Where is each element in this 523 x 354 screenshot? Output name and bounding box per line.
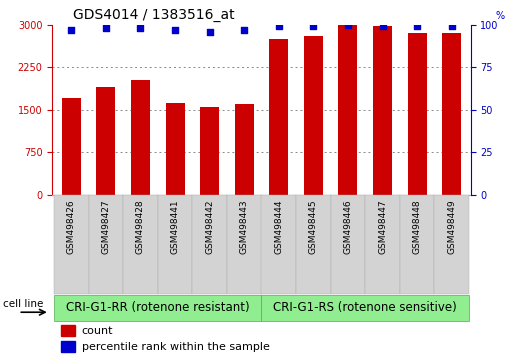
Bar — [407, 33, 427, 195]
Text: percentile rank within the sample: percentile rank within the sample — [82, 342, 269, 352]
Point — [275, 24, 283, 29]
Text: GDS4014 / 1383516_at: GDS4014 / 1383516_at — [73, 8, 235, 22]
Bar — [61, 341, 75, 353]
Bar — [400, 195, 435, 294]
Bar — [296, 195, 331, 294]
Bar — [435, 195, 469, 294]
Point — [101, 25, 110, 31]
Text: GSM498426: GSM498426 — [67, 200, 76, 254]
Text: GSM498427: GSM498427 — [101, 200, 110, 254]
Bar — [88, 195, 123, 294]
Text: CRI-G1-RR (rotenone resistant): CRI-G1-RR (rotenone resistant) — [66, 302, 249, 314]
Point — [344, 22, 352, 28]
Bar — [192, 195, 227, 294]
Bar — [123, 195, 158, 294]
Bar — [331, 195, 365, 294]
Text: GSM498445: GSM498445 — [309, 200, 318, 254]
Point — [206, 29, 214, 34]
Text: GSM498443: GSM498443 — [240, 200, 249, 254]
Bar — [269, 39, 288, 195]
Text: GSM498428: GSM498428 — [136, 200, 145, 254]
Point — [171, 27, 179, 33]
Bar — [235, 104, 254, 195]
Bar — [54, 195, 88, 294]
Text: CRI-G1-RS (rotenone sensitive): CRI-G1-RS (rotenone sensitive) — [274, 302, 457, 314]
Bar — [373, 26, 392, 195]
Bar — [96, 87, 116, 195]
Text: count: count — [82, 326, 113, 336]
Bar — [262, 195, 296, 294]
Bar — [227, 195, 262, 294]
Bar — [131, 80, 150, 195]
Point — [413, 24, 422, 29]
Point — [240, 27, 248, 33]
Text: GSM498442: GSM498442 — [205, 200, 214, 254]
Text: cell line: cell line — [3, 299, 43, 309]
Text: GSM498446: GSM498446 — [344, 200, 353, 254]
Point — [309, 24, 317, 29]
Bar — [158, 195, 192, 294]
Text: GSM498448: GSM498448 — [413, 200, 422, 254]
Text: GSM498441: GSM498441 — [170, 200, 179, 254]
Text: GSM498449: GSM498449 — [447, 200, 456, 254]
Bar — [54, 295, 262, 321]
Point — [378, 24, 386, 29]
Text: %: % — [495, 11, 505, 21]
Bar — [62, 98, 81, 195]
Text: GSM498447: GSM498447 — [378, 200, 387, 254]
Bar — [262, 295, 469, 321]
Bar — [365, 195, 400, 294]
Bar — [200, 108, 219, 195]
Text: GSM498444: GSM498444 — [274, 200, 283, 254]
Bar — [166, 103, 185, 195]
Bar — [304, 36, 323, 195]
Point — [448, 24, 456, 29]
Bar — [442, 33, 461, 195]
Bar — [61, 325, 75, 336]
Point — [67, 27, 75, 33]
Point — [137, 25, 145, 31]
Bar — [338, 25, 357, 195]
